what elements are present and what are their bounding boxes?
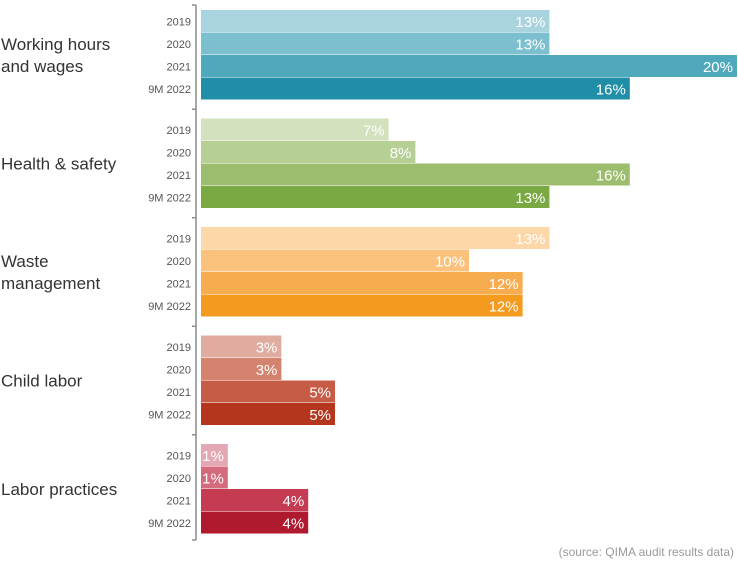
bar [201,163,630,186]
bar-value-label: 8% [390,145,412,162]
category-label: management [1,274,101,293]
bar [201,403,335,425]
period-tick-label: 2019 [167,125,191,137]
period-tick-label: 2019 [167,342,191,354]
bar [201,141,416,163]
bar-value-label: 5% [309,407,331,424]
period-tick-label: 2020 [167,473,191,485]
bar [201,489,309,511]
bar [201,32,550,55]
period-tick-label: 2021 [167,170,191,182]
bar-value-label: 3% [256,339,278,356]
bar [201,186,550,208]
category-label: Waste [1,252,49,271]
period-tick-label: 2019 [167,16,191,28]
bar-value-label: 20% [703,59,733,76]
bar-value-label: 13% [515,36,545,53]
period-tick-label: 2021 [167,387,191,399]
bar [201,272,523,294]
period-tick-label: 9M 2022 [148,301,191,313]
category-label: Working hours [1,35,110,54]
bar-value-label: 4% [283,515,305,532]
bar-value-label: 1% [202,470,224,487]
period-tick-label: 9M 2022 [148,192,191,204]
bar [201,294,523,317]
period-tick-label: 2021 [167,278,191,290]
period-tick-label: 2021 [167,61,191,73]
bar-value-label: 13% [515,14,545,31]
bar [201,335,282,358]
bar [201,55,737,77]
category-label: Child labor [1,372,83,391]
bar-value-label: 12% [489,298,519,315]
bar [201,380,335,403]
bar-value-label: 16% [596,167,626,184]
bar-value-label: 3% [256,362,278,379]
period-tick-label: 2020 [167,364,191,376]
period-tick-label: 2020 [167,147,191,159]
period-tick-label: 2019 [167,233,191,245]
bar [201,511,309,534]
bar-value-label: 10% [435,253,465,270]
bar-value-label: 4% [283,493,305,510]
bar [201,227,550,249]
period-tick-label: 9M 2022 [148,409,191,421]
bar [201,118,389,141]
bar-value-label: 13% [515,231,545,248]
period-tick-label: 9M 2022 [148,84,191,96]
bar [201,249,469,272]
category-label: and wages [1,57,83,76]
category-label: Labor practices [1,480,117,499]
period-tick-label: 2021 [167,495,191,507]
bar [201,77,630,100]
period-tick-label: 2020 [167,256,191,268]
period-tick-label: 2020 [167,39,191,51]
bar-value-label: 16% [596,81,626,98]
source-note: (source: QIMA audit results data) [558,545,734,559]
period-tick-label: 9M 2022 [148,518,191,530]
category-label: Health & safety [1,155,117,174]
bar-value-label: 1% [202,448,224,465]
bar-value-label: 7% [363,122,385,139]
bar [201,358,282,380]
bar [201,444,228,466]
bar-value-label: 13% [515,190,545,207]
bar-value-label: 5% [309,384,331,401]
period-tick-label: 2019 [167,450,191,462]
bar-value-label: 12% [489,276,519,293]
bar [201,10,550,32]
bar [201,466,228,489]
